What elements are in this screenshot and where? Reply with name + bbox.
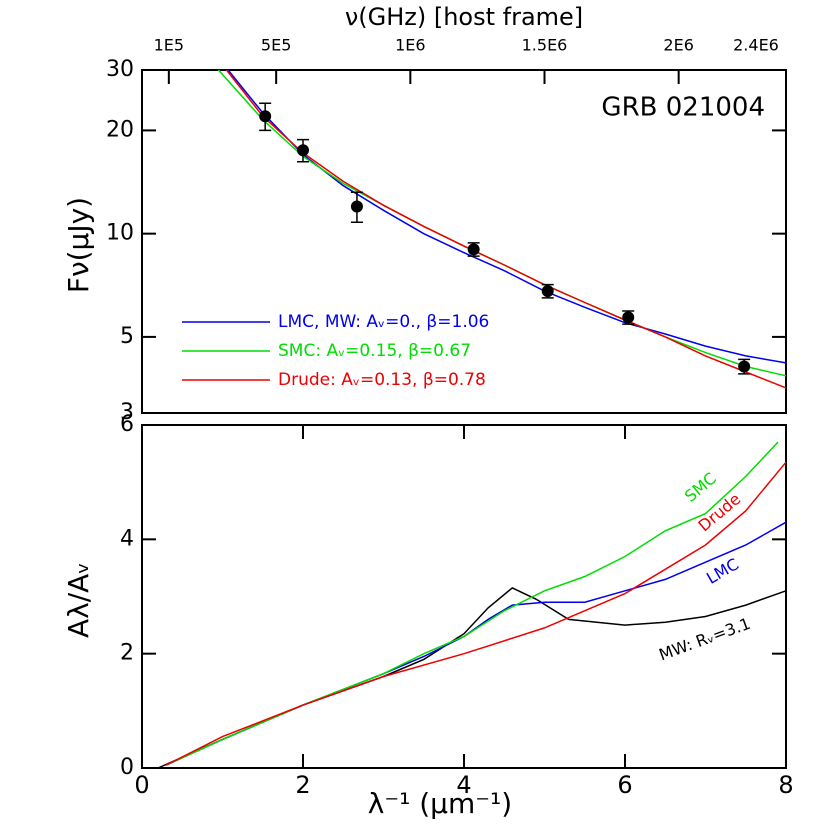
x-tick-label: 0 xyxy=(134,771,149,799)
top-axis-label: ν(GHz) [host frame] xyxy=(345,3,583,31)
legend-label: SMC: Aᵥ=0.15, β=0.67 xyxy=(278,341,471,361)
series-line xyxy=(165,461,787,766)
y-axis-label: Aλ/Aᵥ xyxy=(62,562,95,638)
data-point xyxy=(297,144,309,157)
chart-title: GRB 021004 xyxy=(601,93,765,123)
y-axis-label: Fν(μJy) xyxy=(62,197,95,293)
series-line xyxy=(225,69,787,389)
y-tick-label: 6 xyxy=(120,412,134,437)
x-tick-label: 6 xyxy=(617,771,632,799)
x2-tick-label: 2E6 xyxy=(663,36,693,55)
top-panel-frame xyxy=(141,69,787,414)
x2-tick-label: 1E5 xyxy=(154,36,184,55)
data-point xyxy=(350,200,363,213)
x2-tick-label: 2.4E6 xyxy=(733,36,779,55)
data-point xyxy=(467,243,480,256)
data-point xyxy=(541,285,554,298)
y-tick-label: 10 xyxy=(106,221,134,246)
bottom-panel-frame xyxy=(141,424,787,769)
x2-tick-label: 1.5E6 xyxy=(522,36,568,55)
y-tick-label: 0 xyxy=(120,755,134,780)
series-line xyxy=(157,587,787,769)
data-point xyxy=(259,110,272,123)
legend-label: Drude: Aᵥ=0.13, β=0.78 xyxy=(278,370,486,390)
y-tick-label: 20 xyxy=(106,117,134,142)
legend-label: LMC, MW: Aᵥ=0., β=1.06 xyxy=(278,312,489,332)
x-tick-label: 2 xyxy=(295,771,310,799)
x-tick-label: 8 xyxy=(778,771,793,799)
x2-tick-label: 5E5 xyxy=(261,36,291,55)
curve-label: LMC xyxy=(703,554,742,587)
y-tick-label: 2 xyxy=(120,641,134,666)
x-axis-label: λ⁻¹ (μm⁻¹) xyxy=(368,787,512,820)
data-point xyxy=(738,360,751,373)
x2-tick-label: 1E6 xyxy=(395,36,425,55)
y-tick-label: 30 xyxy=(106,57,134,82)
y-tick-label: 3 xyxy=(120,400,134,425)
data-point xyxy=(622,311,635,324)
x-tick-label: 4 xyxy=(456,771,471,799)
curve-label: SMC xyxy=(681,469,720,506)
y-tick-label: 5 xyxy=(120,324,134,349)
y-tick-label: 4 xyxy=(120,526,134,551)
